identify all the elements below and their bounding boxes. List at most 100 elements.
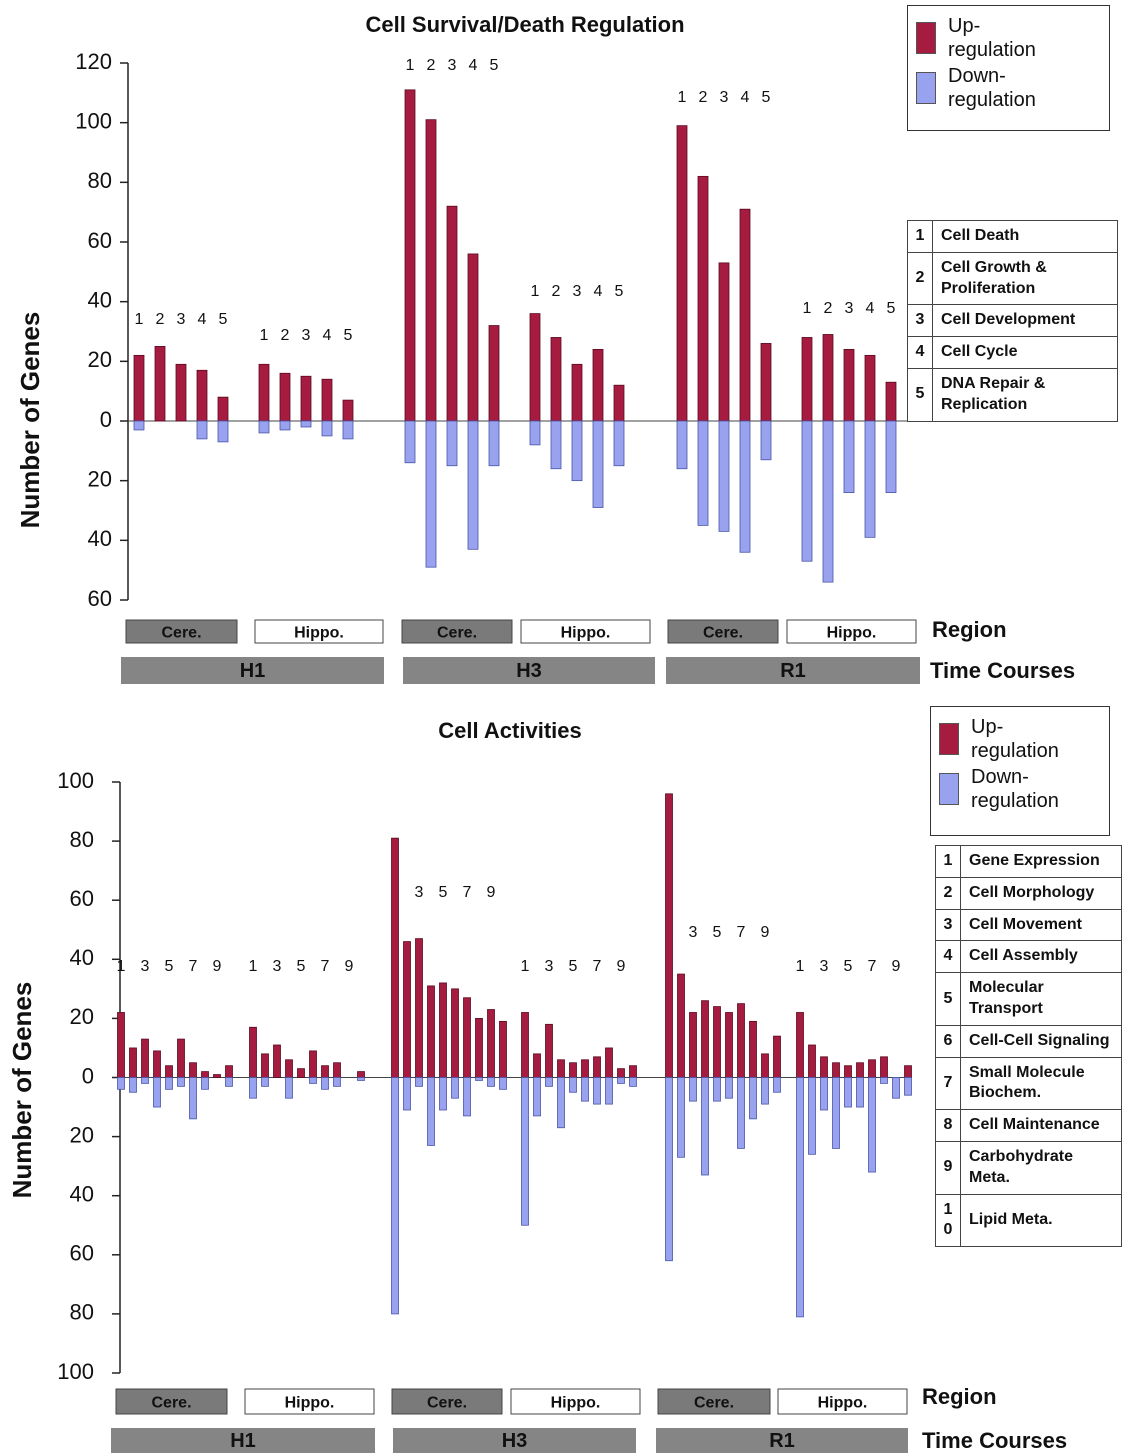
category-label: 3 bbox=[141, 958, 150, 975]
bar bbox=[739, 208, 751, 422]
region-label: Hippo. bbox=[551, 1395, 601, 1412]
bar bbox=[689, 1012, 697, 1078]
key-number: 9 bbox=[935, 1140, 961, 1195]
key-row: 5 Molecular Transport bbox=[935, 972, 1122, 1026]
key-label: Cell Development bbox=[932, 304, 1118, 338]
y-tick-label: 60 bbox=[70, 1241, 94, 1266]
bar bbox=[749, 1020, 757, 1078]
category-label: 4 bbox=[594, 283, 603, 300]
bar bbox=[617, 1068, 625, 1078]
region-label: Cere. bbox=[703, 625, 743, 642]
category-label: 2 bbox=[427, 57, 436, 74]
region-box bbox=[115, 1388, 228, 1415]
key-label: Cell-Cell Signaling bbox=[960, 1024, 1122, 1058]
key-label: Small Molecule Biochem. bbox=[960, 1056, 1122, 1111]
category-label: 2 bbox=[156, 311, 165, 328]
bar bbox=[297, 1068, 305, 1078]
bar bbox=[533, 1077, 541, 1117]
y-tick-label: 20 bbox=[70, 1122, 94, 1147]
chart-title: Cell Survival/Death Regulation bbox=[365, 12, 684, 37]
bar bbox=[844, 1065, 852, 1078]
bar bbox=[189, 1062, 197, 1078]
key-row: 1 Gene Expression bbox=[935, 845, 1122, 878]
category-label: 5 bbox=[165, 958, 174, 975]
bar bbox=[592, 348, 604, 422]
category-label: 7 bbox=[321, 958, 330, 975]
bar bbox=[391, 1077, 399, 1315]
bar bbox=[550, 337, 562, 422]
category-label: 5 bbox=[762, 89, 771, 106]
key-number: 6 bbox=[935, 1024, 961, 1058]
bar bbox=[321, 1077, 329, 1090]
key-row: 4 Cell Cycle bbox=[907, 336, 1118, 369]
bar bbox=[629, 1077, 637, 1087]
bar bbox=[737, 1003, 745, 1078]
y-tick-label: 60 bbox=[70, 886, 94, 911]
key-label: Cell Growth & Proliferation bbox=[932, 251, 1118, 306]
bar bbox=[843, 420, 855, 493]
bar bbox=[557, 1077, 565, 1129]
bar bbox=[153, 1077, 161, 1108]
bar bbox=[196, 420, 208, 440]
y-tick-label: 80 bbox=[88, 168, 112, 193]
bar bbox=[415, 1077, 423, 1087]
bar bbox=[488, 325, 500, 422]
bar bbox=[718, 262, 730, 422]
bar bbox=[475, 1018, 483, 1078]
region-box bbox=[510, 1388, 641, 1415]
y-tick-label: 60 bbox=[88, 228, 112, 253]
bar bbox=[309, 1077, 317, 1084]
legend-label: Up-regulation bbox=[948, 15, 1036, 61]
time-course-box bbox=[111, 1428, 375, 1453]
region-box bbox=[391, 1388, 503, 1415]
bar bbox=[488, 420, 500, 467]
bar bbox=[133, 354, 145, 422]
legend-swatch bbox=[939, 723, 959, 755]
bar bbox=[545, 1077, 553, 1087]
category-label: 1 bbox=[135, 311, 144, 328]
key-table: 1 Gene Expression 2 Cell Morphology 3 Cell Mo… bbox=[935, 845, 1122, 1248]
category-label: 1 bbox=[406, 57, 415, 74]
time-course-box bbox=[403, 657, 655, 684]
key-row: 1 Cell Death bbox=[907, 220, 1118, 253]
bar bbox=[154, 346, 166, 422]
bar bbox=[593, 1056, 601, 1078]
region-box bbox=[657, 1388, 771, 1415]
region-label: Hippo. bbox=[285, 1395, 335, 1412]
y-tick-label: 20 bbox=[88, 466, 112, 491]
y-tick-label: 80 bbox=[70, 827, 94, 852]
key-row: 3 Cell Development bbox=[907, 304, 1118, 338]
y-tick-label: 20 bbox=[88, 347, 112, 372]
key-row: 2 Cell Growth & Proliferation bbox=[907, 251, 1118, 306]
category-label: 3 bbox=[415, 884, 424, 901]
y-axis-title: Number of Genes bbox=[7, 982, 37, 1199]
category-label: 3 bbox=[689, 924, 698, 941]
legend-item: Down-regulation bbox=[916, 64, 1101, 112]
bar bbox=[749, 1077, 757, 1120]
key-number: 1 bbox=[935, 845, 961, 878]
bar bbox=[581, 1077, 589, 1102]
category-label: 4 bbox=[866, 300, 875, 317]
bar bbox=[868, 1077, 876, 1173]
bar bbox=[141, 1077, 149, 1084]
bar bbox=[333, 1062, 341, 1078]
bar bbox=[425, 420, 437, 568]
bar bbox=[487, 1009, 495, 1078]
bar bbox=[822, 334, 834, 422]
bar bbox=[201, 1071, 209, 1078]
category-label: 1 bbox=[249, 958, 258, 975]
bar bbox=[844, 1077, 852, 1108]
bar bbox=[499, 1077, 507, 1090]
bar bbox=[217, 396, 229, 422]
key-label: Cell Morphology bbox=[960, 876, 1122, 910]
bar bbox=[521, 1012, 529, 1078]
key-label: DNA Repair & Replication bbox=[932, 367, 1118, 422]
time-axis-label: Time Courses bbox=[930, 658, 1075, 683]
bar bbox=[801, 420, 813, 562]
bar bbox=[529, 313, 541, 422]
region-axis-label: Region bbox=[932, 617, 1007, 642]
bar bbox=[801, 337, 813, 422]
key-number: 3 bbox=[935, 908, 961, 942]
category-label: 1 bbox=[803, 300, 812, 317]
key-label: Cell Maintenance bbox=[960, 1109, 1122, 1142]
